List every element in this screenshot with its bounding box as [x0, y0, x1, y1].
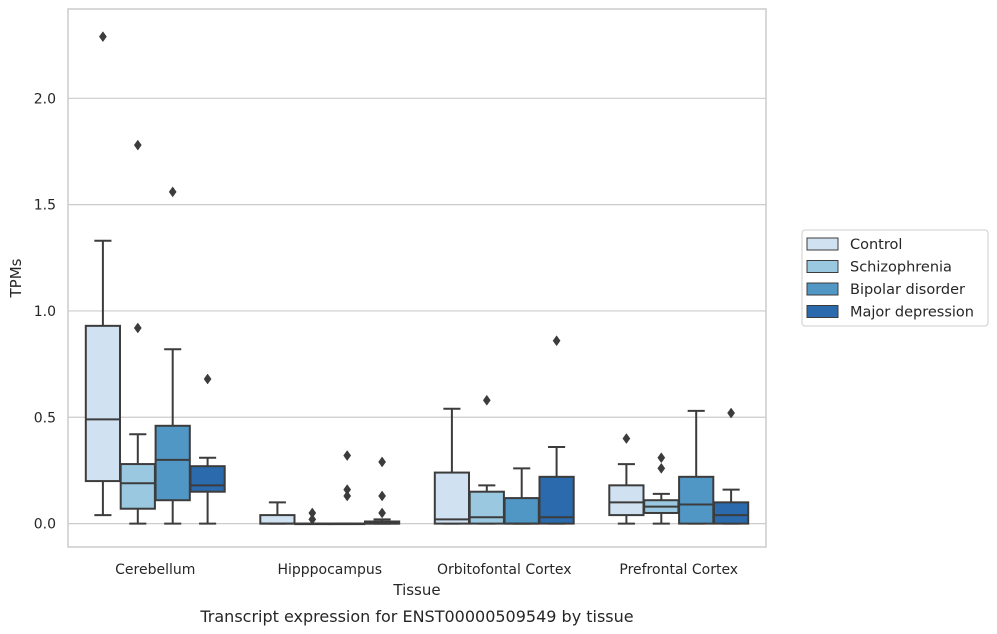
box [712, 501, 750, 525]
legend-label: Control [850, 237, 902, 253]
box-group [294, 507, 331, 526]
y-tick-label: 1.5 [34, 198, 56, 214]
box-group [468, 394, 505, 525]
outlier-point [482, 394, 491, 406]
outlier-point [133, 139, 142, 151]
x-axis-ticks: Cerebellum Hipppocampus Orbitofontal Corte… [115, 562, 738, 578]
x-axis-title: Tissue [392, 581, 440, 599]
box [259, 514, 296, 525]
outlier-point [622, 433, 631, 444]
outlier-point [552, 335, 561, 347]
box-group [259, 501, 296, 525]
outlier-point [378, 456, 387, 468]
box [189, 465, 226, 493]
grid-lines [68, 97, 766, 525]
box-plot-series [84, 31, 750, 526]
box-group [678, 409, 715, 525]
outlier-point [657, 462, 666, 474]
box-group [712, 407, 750, 525]
x-tick-label: Hipppocampus [277, 562, 382, 578]
box-group [363, 456, 401, 525]
legend-label: Bipolar disorder [850, 282, 965, 298]
legend-swatch [806, 305, 839, 318]
y-axis-title: TPMs [7, 258, 25, 298]
box-group [119, 139, 156, 525]
legend-label: Major depression [850, 305, 974, 321]
legend: Control Schizophrenia Bipolar disorder Majo… [801, 229, 989, 327]
box-group [189, 373, 226, 525]
y-axis-ticks: 0.0 0.5 1.0 1.5 2.0 [34, 91, 56, 532]
outlier-point [343, 484, 352, 496]
box [608, 484, 645, 517]
box [538, 475, 575, 525]
outlier-point [203, 373, 212, 385]
chart-caption: Transcript expression for ENST0000050954… [199, 607, 633, 626]
box-group [608, 433, 645, 525]
y-tick-label: 2.0 [34, 91, 56, 107]
box-group [643, 452, 680, 525]
outlier-point [98, 31, 107, 43]
legend-swatch [806, 237, 839, 251]
outlier-point [168, 186, 177, 198]
outlier-point [133, 322, 142, 334]
box [119, 463, 156, 510]
legend-swatch [806, 260, 839, 273]
outlier-point [343, 450, 352, 461]
box [154, 424, 191, 502]
outlier-point [657, 452, 666, 464]
box [433, 471, 471, 525]
box-group [154, 186, 191, 525]
box [678, 475, 715, 525]
outlier-point [378, 490, 387, 502]
box-group [84, 31, 122, 517]
x-tick-label: Cerebellum [115, 562, 195, 578]
x-tick-label: Orbitofontal Cortex [437, 562, 572, 578]
box-group [433, 407, 471, 525]
x-tick-label: Prefrontal Cortex [619, 562, 738, 578]
box-group [329, 450, 366, 526]
y-tick-label: 0.5 [34, 410, 56, 426]
y-tick-label: 0.0 [34, 517, 56, 533]
y-tick-label: 1.0 [34, 304, 56, 320]
outlier-point [727, 407, 736, 419]
outlier-point [308, 513, 317, 525]
box-group [538, 335, 575, 525]
legend-label: Schizophrenia [850, 260, 952, 276]
box [84, 324, 122, 483]
legend-frame [801, 229, 989, 327]
legend-swatch [806, 282, 839, 296]
box [503, 497, 540, 525]
box-group [503, 467, 540, 525]
plot-frame [67, 8, 767, 548]
box [468, 490, 505, 525]
outlier-point [343, 490, 352, 502]
outlier-point [378, 507, 387, 519]
outlier-point [308, 507, 317, 519]
